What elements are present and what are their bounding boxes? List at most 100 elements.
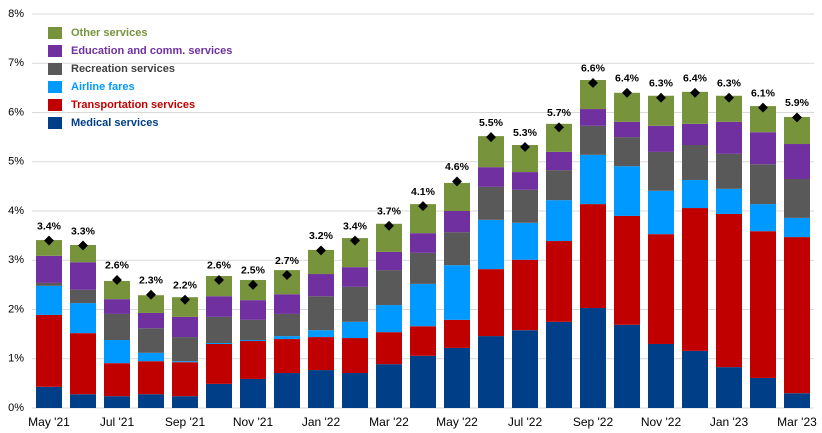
bar-segment [104,280,130,300]
bar-segment [478,269,504,337]
bar-segment [308,296,334,331]
x-tick-label: Jul '22 [508,415,543,429]
legend-swatch [48,117,62,129]
total-label: 6.4% [615,73,640,85]
bar-segment [274,336,300,340]
total-marker [520,142,530,152]
bar-segment [410,355,436,408]
total-label: 2.5% [241,265,266,277]
legend-swatch [48,27,62,39]
bar-segment [478,336,504,408]
total-label: 3.2% [309,230,334,242]
total-marker [282,270,292,280]
bar-segment [36,285,62,315]
legend-label: Recreation services [71,63,175,75]
x-tick-label: Jan '23 [710,415,749,429]
bar-segment [172,337,198,362]
y-tick-label: 4% [8,205,24,217]
bar-segment [342,286,368,322]
total-label: 2.6% [105,260,130,272]
total-marker [146,289,156,300]
x-tick-label: May '21 [28,415,70,429]
bar-segment [580,204,606,309]
bar-segment [138,312,164,329]
bar-segment [376,270,402,306]
bar-segment [70,333,96,395]
total-label: 6.1% [751,87,776,99]
bar-segment [206,296,232,317]
bar-segment [206,343,232,384]
bar-segment [716,367,742,408]
bar-segment [172,361,198,363]
bar-segment [104,313,130,341]
legend-swatch [48,81,62,93]
total-marker [180,294,190,305]
total-marker [384,220,394,231]
y-tick-label: 8% [8,8,24,20]
bar-segment [512,259,538,331]
total-label: 5.3% [513,127,538,139]
bar-segment [70,289,96,304]
bar-segment [308,337,334,371]
total-label: 3.3% [71,225,96,237]
bar-segment [70,244,96,263]
bar-segment [138,295,164,313]
total-label: 3.4% [37,220,62,232]
bar-segment [138,394,164,408]
bar-segment [342,321,368,339]
bar-segment [546,200,572,242]
y-tick-label: 1% [8,353,24,365]
bar-segment [308,330,334,338]
total-label: 3.4% [343,220,368,232]
bar-segment [648,125,674,152]
total-label: 6.3% [717,78,742,90]
x-tick-label: May '22 [436,415,478,429]
bar-segment [376,251,402,271]
x-tick-label: Sep '21 [165,415,206,429]
bar-segment [512,330,538,408]
bar-segment [36,240,62,256]
bar-segment [308,370,334,408]
bar-segment [138,361,164,395]
bar-segment [36,314,62,387]
bar-segment [410,326,436,356]
bar-segment [682,123,708,146]
bar-segment [444,182,470,211]
bar-segment [410,252,436,284]
legend-label: Transportation services [71,99,195,111]
bar-segment [784,237,810,394]
y-tick-label: 2% [8,303,24,315]
bar-segment [240,319,266,341]
y-tick-label: 5% [8,156,24,168]
bar-segment [410,283,436,327]
bar-segment [784,144,810,179]
total-marker [758,102,768,113]
bar-segment [512,172,538,190]
total-marker [622,87,632,98]
total-marker [486,132,496,143]
total-label: 6.4% [683,73,708,85]
bar-segment [104,396,130,408]
legend-label: Other services [71,27,147,39]
bar-segment [580,154,606,205]
bar-segment [546,241,572,322]
bar-segment [342,373,368,408]
bar-segment [580,125,606,155]
bar-segment [104,299,130,314]
bar-segment [614,121,640,138]
bar-segment [172,396,198,408]
x-tick-label: Nov '22 [641,415,682,429]
bar-segment [172,316,198,338]
y-tick-label: 0% [8,402,24,414]
bar-segment [546,170,572,201]
bar-segment [444,232,470,266]
bar-segment [648,190,674,235]
bar-segment [240,279,266,301]
bar-segment [750,231,776,378]
bar-segment [648,151,674,191]
total-marker [724,92,734,103]
legend-swatch [48,63,62,75]
bar-segment [512,222,538,260]
bar-segment [274,339,300,374]
